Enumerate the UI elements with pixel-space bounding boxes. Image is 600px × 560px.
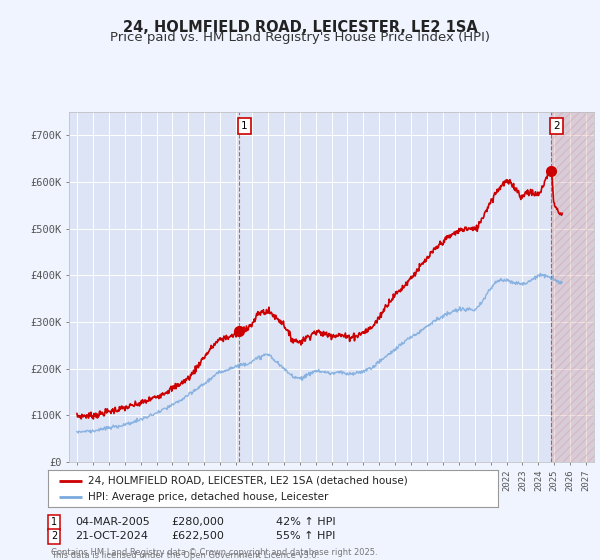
Text: 21-OCT-2024: 21-OCT-2024: [75, 531, 148, 542]
Text: This data is licensed under the Open Government Licence v3.0.: This data is licensed under the Open Gov…: [51, 551, 319, 560]
Text: HPI: Average price, detached house, Leicester: HPI: Average price, detached house, Leic…: [89, 492, 329, 502]
Text: 1: 1: [241, 121, 248, 130]
Text: 24, HOLMFIELD ROAD, LEICESTER, LE2 1SA (detached house): 24, HOLMFIELD ROAD, LEICESTER, LE2 1SA (…: [89, 475, 408, 486]
Text: £280,000: £280,000: [171, 517, 224, 528]
Text: Contains HM Land Registry data © Crown copyright and database right 2025.: Contains HM Land Registry data © Crown c…: [51, 548, 377, 557]
Text: £622,500: £622,500: [171, 531, 224, 542]
Text: 1: 1: [51, 517, 57, 528]
Text: 24, HOLMFIELD ROAD, LEICESTER, LE2 1SA: 24, HOLMFIELD ROAD, LEICESTER, LE2 1SA: [122, 20, 478, 35]
Text: 2: 2: [553, 121, 560, 130]
Text: Price paid vs. HM Land Registry's House Price Index (HPI): Price paid vs. HM Land Registry's House …: [110, 31, 490, 44]
Text: 2: 2: [51, 531, 57, 542]
Text: 55% ↑ HPI: 55% ↑ HPI: [276, 531, 335, 542]
Text: 04-MAR-2005: 04-MAR-2005: [75, 517, 150, 528]
Bar: [551, 112, 594, 462]
Text: 42% ↑ HPI: 42% ↑ HPI: [276, 517, 335, 528]
